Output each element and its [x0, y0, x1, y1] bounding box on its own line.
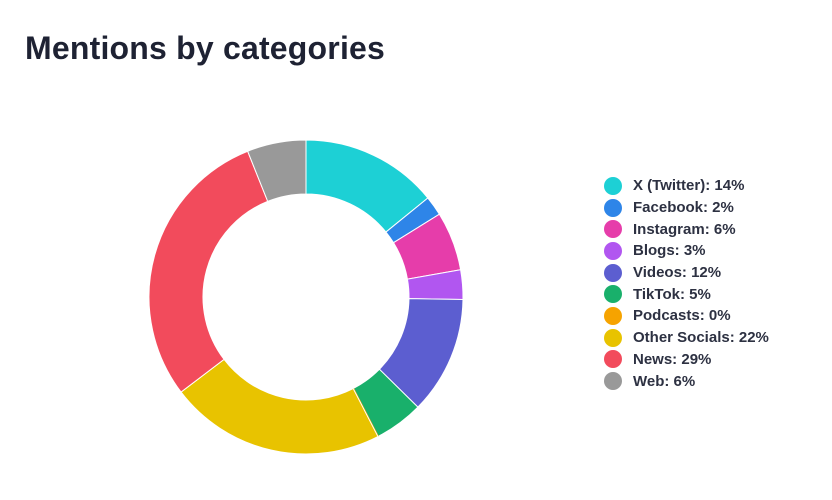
chart-title: Mentions by categories	[25, 30, 386, 66]
legend-item-facebook: Facebook: 2%	[604, 197, 769, 219]
legend-label: Other Socials: 22%	[633, 329, 769, 347]
slice-news	[148, 150, 269, 393]
legend-swatch	[604, 328, 622, 347]
legend-swatch	[604, 372, 622, 391]
legend-item-x-twitter: X (Twitter): 14%	[604, 175, 769, 197]
legend-swatch	[604, 306, 622, 325]
legend-label: Web: 6%	[633, 372, 696, 390]
legend-item-other-socials: Other Socials: 22%	[604, 327, 769, 349]
legend-label: X (Twitter): 14%	[633, 177, 745, 195]
legend-label: Blogs: 3%	[633, 242, 706, 260]
legend-item-news: News: 29%	[604, 349, 769, 371]
legend-label: Podcasts: 0%	[633, 307, 731, 325]
legend-label: Instagram: 6%	[633, 220, 736, 238]
legend-label: Facebook: 2%	[633, 199, 734, 217]
legend-swatch	[604, 350, 622, 369]
legend-swatch	[604, 198, 622, 217]
legend-item-web: Web: 6%	[604, 370, 769, 392]
slice-other-socials	[180, 358, 379, 455]
legend-swatch	[604, 176, 622, 195]
chart-legend: X (Twitter): 14% Facebook: 2% Instagram: 6…	[604, 175, 769, 392]
legend-swatch	[604, 220, 622, 239]
legend-item-podcasts: Podcasts: 0%	[604, 305, 769, 327]
legend-swatch	[604, 241, 622, 260]
legend-label: Videos: 12%	[633, 264, 722, 282]
legend-item-tiktok: TikTok: 5%	[604, 283, 769, 305]
legend-label: News: 29%	[633, 350, 712, 368]
legend-item-blogs: Blogs: 3%	[604, 240, 769, 262]
legend-item-instagram: Instagram: 6%	[604, 218, 769, 240]
legend-item-videos: Videos: 12%	[604, 262, 769, 284]
slice-web	[246, 139, 307, 203]
legend-label: TikTok: 5%	[633, 285, 711, 303]
legend-swatch	[604, 263, 622, 282]
legend-swatch	[604, 285, 622, 304]
